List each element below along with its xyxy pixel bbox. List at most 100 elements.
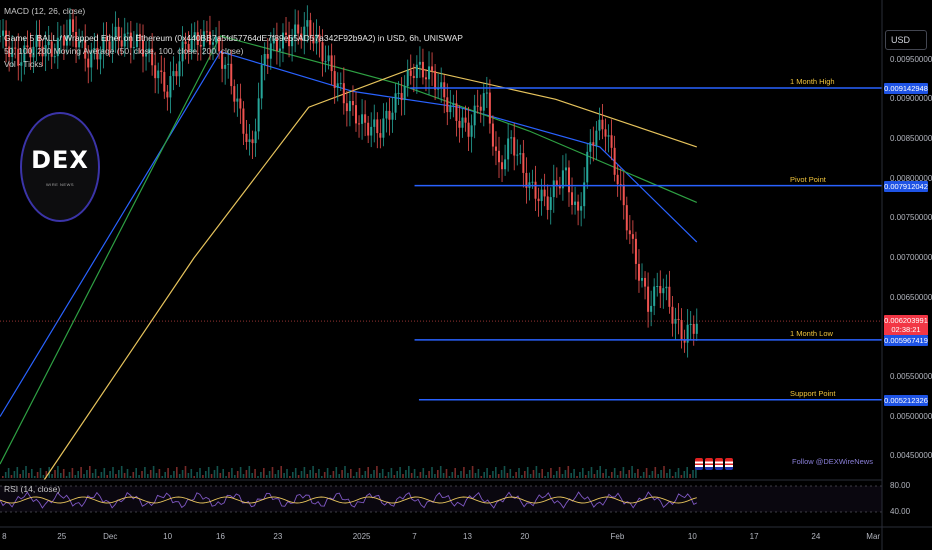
volume-bar [74,475,77,478]
candle-body [202,31,205,47]
volume-bar [358,468,361,478]
rsi-indicator-label[interactable]: RSI (14, close) [4,484,61,494]
volume-bar [274,474,277,478]
candle-body [218,36,221,52]
candle-body [145,53,148,57]
volume-bar [373,470,375,478]
time-tick: 10 [163,532,173,541]
volume-bar [234,475,236,478]
volume-bar [216,466,219,478]
candle-body [400,92,403,101]
volume-bar [555,471,558,478]
candle-body [93,47,96,51]
volume-bar [384,476,387,478]
symbol-title[interactable]: Game 5 BALL / Wrapped Ether on Ethereum … [4,33,463,43]
candle-body [175,71,178,77]
candle-body [376,119,379,134]
candle-body [87,58,90,68]
volume-bar [402,474,404,478]
volume-bar [509,469,512,478]
candle-body [257,98,260,132]
volume-bar [321,476,323,478]
volume-bar [149,470,152,478]
candle-body [516,154,519,156]
candle-body [108,41,111,50]
candle-body [306,20,309,27]
volume-legend[interactable]: Vol · Ticks [4,59,43,69]
candle-body [631,234,634,239]
candle-body [72,19,75,32]
candle-body [604,129,607,137]
volume-bar [355,472,358,478]
candle-body [26,45,29,48]
volume-bar [312,466,314,478]
candle-body [677,318,680,321]
candle-body [154,65,157,79]
candle-body [44,45,47,57]
volume-bar [77,471,79,478]
ma50-line [0,50,698,417]
volume-bar [323,472,326,478]
volume-bar [686,467,688,478]
candle-body [345,103,348,112]
candle-body [23,45,26,63]
candle-body [114,26,117,38]
candle-body [193,32,196,40]
candle-body [619,184,622,186]
volume-bar [36,472,39,478]
volume-bar [599,466,601,478]
candle-body [431,66,434,71]
candle-body [653,286,656,306]
candle-body [90,50,93,68]
candle-body [354,105,357,124]
candle-body [494,146,497,151]
candle-body [38,34,41,47]
candle-body [315,34,318,44]
macd-indicator-label[interactable]: MACD (12, 26, close) [4,6,86,16]
candle-body [522,153,525,173]
volume-bar [660,470,662,478]
candle-body [75,31,78,48]
candle-body [230,63,233,87]
volume-bar [309,470,311,478]
candle-body [336,83,339,88]
volume-bar [245,470,248,478]
time-tick: 20 [520,532,530,541]
candle-body [105,36,108,42]
volume-bar [541,469,543,478]
volume-bar [338,474,340,478]
candle-body [531,181,534,183]
currency-button[interactable]: USD [885,30,927,50]
volume-bar [512,476,514,478]
rsi-line [0,491,698,509]
volume-bar [33,476,36,478]
volume-bar [570,473,572,478]
volume-bar [207,467,210,478]
candle-body [275,38,278,51]
candle-body [665,286,668,289]
volume-bar [260,472,262,478]
volume-bar [495,467,497,478]
volume-bar [376,466,378,478]
rsi-band [0,486,882,512]
volume-bar [416,476,419,478]
candle-body [571,192,574,205]
volume-bar [608,476,610,478]
volume-bar [361,475,364,478]
candle-body [123,33,126,47]
moving-average-legend[interactable]: 50, 100, 200 Moving Average (50, close, … [4,46,244,56]
volume-bar [329,475,332,478]
candle-body [254,131,257,144]
volume-bar [242,474,245,478]
candle-body [644,277,647,287]
candle-body [358,123,361,125]
volume-bar [602,473,604,478]
candle-body [199,44,202,47]
candle-body [467,122,470,137]
time-tick: 8 [2,532,7,541]
candle-body [519,153,522,155]
